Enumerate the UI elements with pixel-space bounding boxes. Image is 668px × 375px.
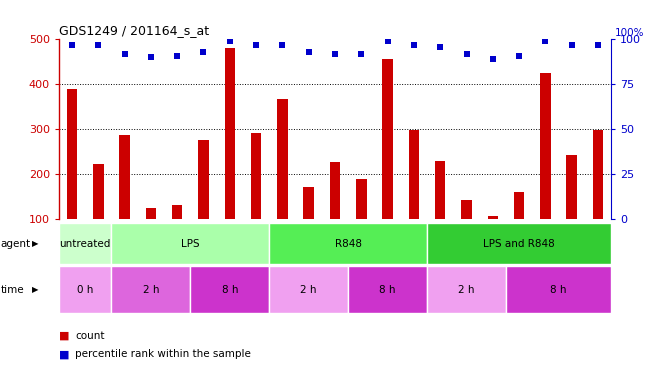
Text: 8 h: 8 h xyxy=(222,285,238,295)
Bar xyxy=(382,59,393,219)
Text: ▶: ▶ xyxy=(32,239,39,248)
Text: 8 h: 8 h xyxy=(550,285,567,295)
Text: ■: ■ xyxy=(59,331,69,340)
Point xyxy=(382,38,393,44)
Point xyxy=(277,42,288,48)
Point xyxy=(172,53,182,58)
Point xyxy=(330,51,341,57)
Bar xyxy=(593,130,603,219)
Point xyxy=(409,42,420,48)
Bar xyxy=(330,162,340,219)
Bar xyxy=(172,205,182,219)
Bar xyxy=(540,73,550,219)
Point xyxy=(566,42,577,48)
Point xyxy=(514,53,524,58)
Text: time: time xyxy=(1,285,24,295)
Bar xyxy=(112,223,269,264)
Bar xyxy=(146,208,156,219)
Text: 2 h: 2 h xyxy=(142,285,159,295)
Bar xyxy=(435,161,446,219)
Point xyxy=(93,42,104,48)
Point xyxy=(250,42,261,48)
Bar xyxy=(120,135,130,219)
Bar xyxy=(356,179,367,219)
Bar xyxy=(224,48,235,219)
Bar xyxy=(303,187,314,219)
Point xyxy=(146,54,156,60)
Text: R848: R848 xyxy=(335,239,361,249)
Bar xyxy=(269,223,427,264)
Text: agent: agent xyxy=(1,239,31,249)
Bar xyxy=(427,223,611,264)
Point xyxy=(540,38,551,44)
Point xyxy=(224,38,235,44)
Bar xyxy=(409,130,420,219)
Bar xyxy=(190,266,269,313)
Bar xyxy=(514,192,524,219)
Text: untreated: untreated xyxy=(59,239,111,249)
Point xyxy=(488,56,498,62)
Point xyxy=(356,51,367,57)
Text: LPS and R848: LPS and R848 xyxy=(483,239,555,249)
Text: 8 h: 8 h xyxy=(379,285,396,295)
Bar xyxy=(566,156,577,219)
Text: count: count xyxy=(75,331,105,340)
Bar xyxy=(250,134,261,219)
Bar xyxy=(427,266,506,313)
Bar xyxy=(59,266,112,313)
Bar xyxy=(506,266,611,313)
Text: ■: ■ xyxy=(59,350,69,359)
Text: 100%: 100% xyxy=(615,27,644,38)
Bar xyxy=(93,165,104,219)
Text: ▶: ▶ xyxy=(32,285,39,294)
Bar xyxy=(59,223,112,264)
Text: 2 h: 2 h xyxy=(301,285,317,295)
Point xyxy=(198,49,209,55)
Text: percentile rank within the sample: percentile rank within the sample xyxy=(75,350,251,359)
Text: 2 h: 2 h xyxy=(458,285,475,295)
Bar xyxy=(348,266,427,313)
Bar xyxy=(112,266,190,313)
Bar xyxy=(462,201,472,219)
Point xyxy=(461,51,472,57)
Point xyxy=(593,42,603,48)
Point xyxy=(435,44,446,50)
Bar xyxy=(269,266,348,313)
Bar xyxy=(277,99,288,219)
Point xyxy=(67,42,77,48)
Bar xyxy=(488,216,498,219)
Bar xyxy=(198,140,208,219)
Point xyxy=(303,49,314,55)
Text: LPS: LPS xyxy=(181,239,200,249)
Bar xyxy=(67,89,77,219)
Text: GDS1249 / 201164_s_at: GDS1249 / 201164_s_at xyxy=(59,24,209,37)
Point xyxy=(119,51,130,57)
Text: 0 h: 0 h xyxy=(77,285,94,295)
